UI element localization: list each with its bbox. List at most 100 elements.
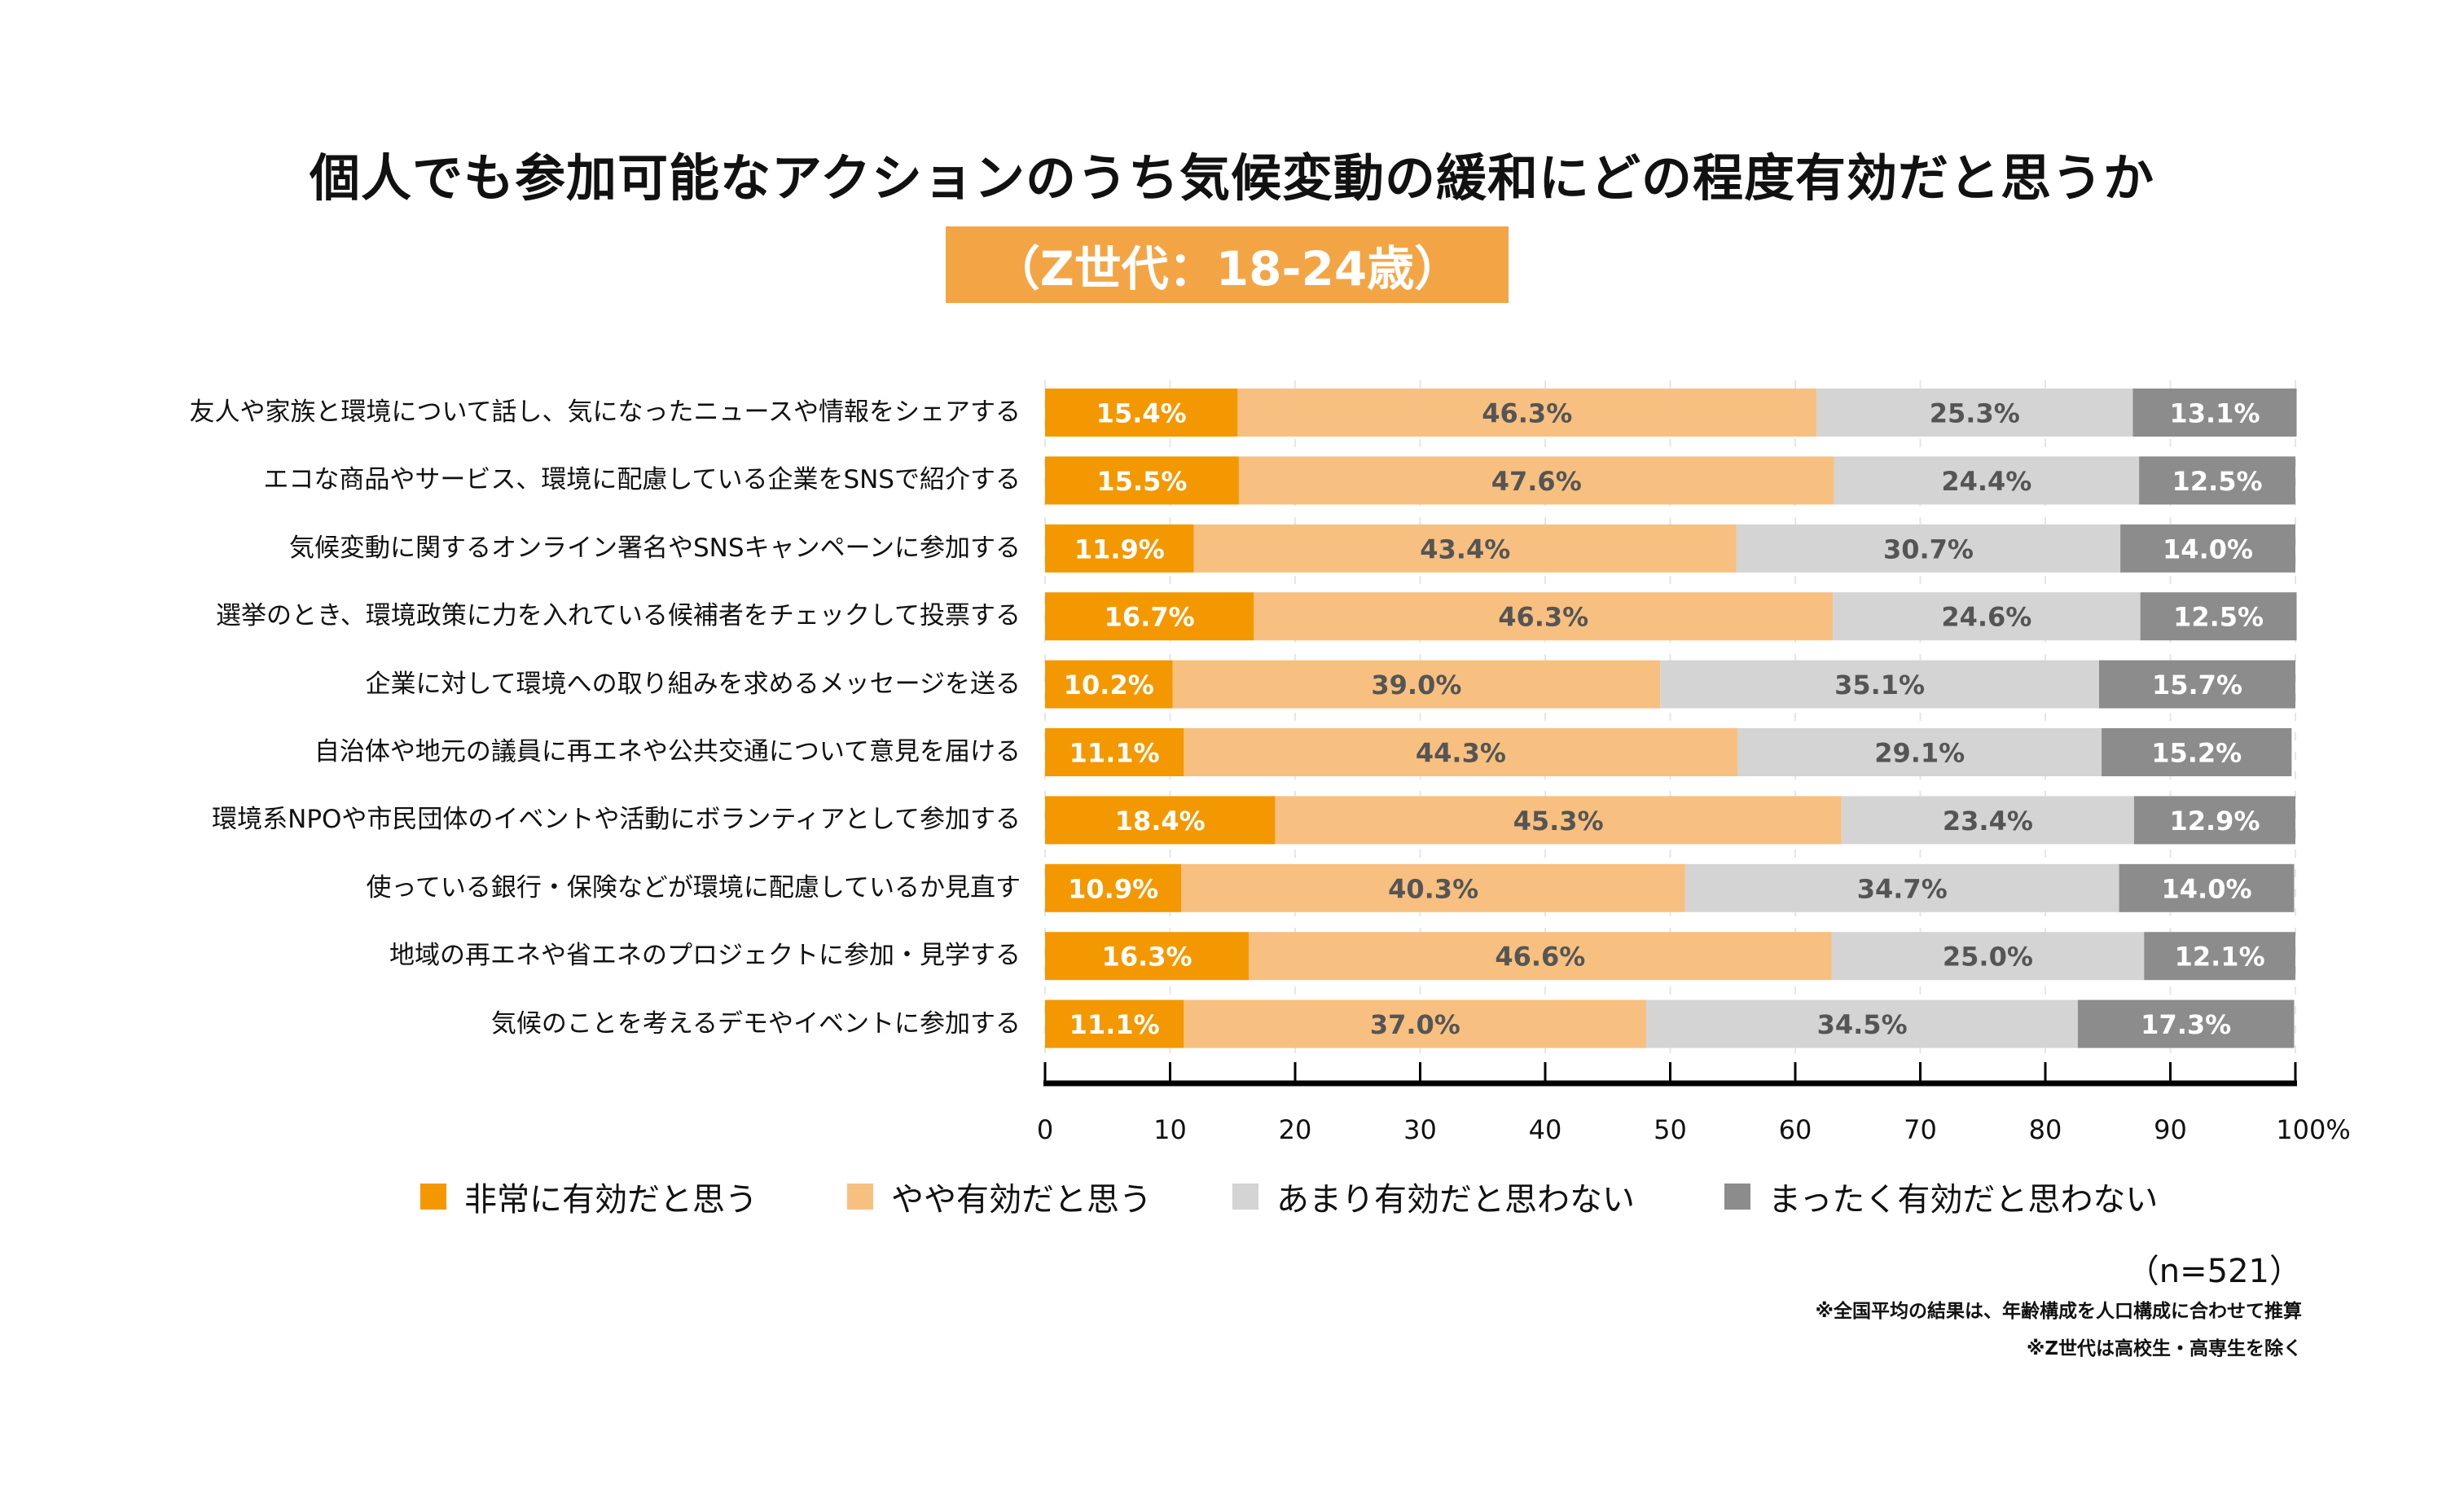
x-tick-label: 60: [1779, 1114, 1812, 1145]
x-tick-label: 30: [1403, 1114, 1437, 1145]
data-label: 14.0%: [2163, 534, 2253, 564]
data-label: 12.5%: [2173, 602, 2264, 633]
bar-segment: [1181, 863, 1685, 912]
data-label: 14.0%: [2162, 873, 2252, 904]
category-label: 選挙のとき、環境政策に力を入れている候補者をチェックして投票する: [216, 601, 1021, 631]
data-label: 45.3%: [1513, 806, 1604, 837]
legend: 非常に有効だと思う やや有効だと思う あまり有効だと思わない まったく有効だと思…: [0, 1173, 2464, 1219]
data-label: 12.1%: [2175, 942, 2265, 973]
x-tick-label: 50: [1654, 1114, 1687, 1145]
bar-segment: [1238, 456, 1834, 505]
data-label: 12.9%: [2169, 806, 2260, 837]
data-label: 39.0%: [1371, 670, 1461, 700]
legend-item-somewhat-effective: やや有効だと思う: [847, 1173, 1152, 1220]
legend-item-not-very-effective: あまり有効だと思わない: [1232, 1173, 1635, 1220]
bar-segment: [1045, 728, 1184, 776]
x-tick-label: 10: [1153, 1114, 1187, 1145]
data-label: 15.5%: [1096, 466, 1187, 497]
bar-segment: [1833, 592, 2141, 641]
data-label: 18.4%: [1115, 806, 1206, 837]
bar-segment: [1045, 524, 1194, 573]
bar-segment: [1254, 592, 1834, 641]
bar-segment: [2102, 728, 2292, 776]
bar-segment: [1841, 796, 2134, 845]
data-label: 16.3%: [1102, 942, 1192, 973]
data-label: 24.6%: [1941, 602, 2031, 633]
data-label: 11.1%: [1069, 1009, 1160, 1040]
legend-label: やや有効だと思う: [891, 1181, 1152, 1219]
data-label: 34.5%: [1817, 1009, 1908, 1040]
data-label: 11.9%: [1074, 534, 1165, 564]
data-label: 25.3%: [1930, 398, 2020, 429]
legend-item-very-effective: 非常に有効だと思う: [420, 1173, 758, 1220]
category-label: エコな商品やサービス、環境に配慮している企業をSNSで紹介する: [263, 465, 1021, 495]
subtitle-badge: （Z世代：18-24歳）: [946, 226, 1509, 303]
data-label: 17.3%: [2141, 1009, 2231, 1040]
bar-segment: [1172, 660, 1661, 709]
legend-swatch: [420, 1184, 446, 1210]
category-label: 環境系NPOや市民団体のイベントや活動にボランティアとして参加する: [212, 805, 1021, 835]
bar-segment: [1045, 796, 1276, 845]
bar-segment: [2144, 932, 2295, 981]
sample-size: （n=521）: [2126, 1253, 2302, 1290]
bar-segment: [1275, 796, 1842, 845]
legend-item-not-at-all-effective: まったく有効だと思わない: [1724, 1173, 2158, 1220]
data-label: 11.1%: [1069, 738, 1160, 769]
bar-segment: [1737, 728, 2102, 776]
data-label: 47.6%: [1491, 466, 1582, 497]
bar-segment: [1831, 932, 2145, 981]
data-label: 29.1%: [1874, 738, 1965, 769]
data-label: 23.4%: [1943, 806, 2033, 837]
bar-segment: [1045, 932, 1250, 981]
x-tick-label: 90: [2154, 1114, 2187, 1145]
category-label: 友人や家族と環境について話し、気になったニュースや情報をシェアする: [189, 397, 1021, 427]
bar-segment: [2140, 592, 2297, 641]
bar-segment: [1045, 592, 1254, 641]
x-tick-label: 100%: [2276, 1114, 2350, 1145]
data-label: 30.7%: [1883, 534, 1974, 564]
data-label: 13.1%: [2169, 398, 2260, 429]
data-label: 10.2%: [1064, 670, 1154, 700]
data-label: 43.4%: [1420, 534, 1510, 564]
footnote-gen-z: ※Z世代は高校生・高専生を除く: [2026, 1338, 2302, 1359]
category-label: 気候変動に関するオンライン署名やSNSキャンペーンに参加する: [289, 533, 1021, 563]
x-tick-label: 20: [1279, 1114, 1312, 1145]
bar-segment: [2139, 456, 2295, 505]
data-label: 15.2%: [2151, 738, 2242, 769]
bar-segment: [2077, 999, 2295, 1048]
bar-segment: [1816, 389, 2133, 437]
bar-segment: [1045, 456, 1239, 505]
bar-segment: [1237, 389, 1817, 437]
bar-segment: [1045, 389, 1238, 437]
data-label: 25.0%: [1943, 942, 2033, 973]
data-label: 15.4%: [1096, 398, 1187, 429]
chart-title: 個人でも参加可能なアクションのうち気候変動の緩和にどの程度有効だと思うか: [310, 148, 2154, 208]
bar-segment: [1834, 456, 2140, 505]
bar-segment: [1736, 524, 2121, 573]
legend-swatch: [847, 1184, 873, 1210]
bar-segment: [2120, 524, 2295, 573]
x-tick-label: 70: [1904, 1114, 1937, 1145]
bar-segment: [2119, 863, 2295, 912]
category-label: 気候のことを考えるデモやイベントに参加する: [490, 1008, 1021, 1039]
data-label: 34.7%: [1857, 873, 1948, 904]
data-label: 24.4%: [1941, 466, 2031, 497]
data-label: 16.7%: [1105, 602, 1195, 633]
legend-swatch: [1232, 1184, 1258, 1210]
x-tick-label: 80: [2029, 1114, 2062, 1145]
legend-label: まったく有効だと思わない: [1768, 1181, 2159, 1219]
bar-segment: [2132, 389, 2297, 437]
category-label: 地域の再エネや省エネのプロジェクトに参加・見学する: [389, 941, 1021, 971]
bar-segment: [1184, 728, 1738, 776]
bar-segment: [2099, 660, 2295, 709]
legend-swatch: [1724, 1184, 1750, 1210]
data-label: 37.0%: [1370, 1009, 1460, 1040]
data-label: 15.7%: [2152, 670, 2242, 700]
bar-segment: [1184, 999, 1647, 1048]
data-label: 46.3%: [1482, 398, 1572, 429]
bar-segment: [1646, 999, 2078, 1048]
bar-segment: [1684, 863, 2119, 912]
x-tick-label: 0: [1037, 1114, 1053, 1145]
data-label: 35.1%: [1834, 670, 1925, 700]
